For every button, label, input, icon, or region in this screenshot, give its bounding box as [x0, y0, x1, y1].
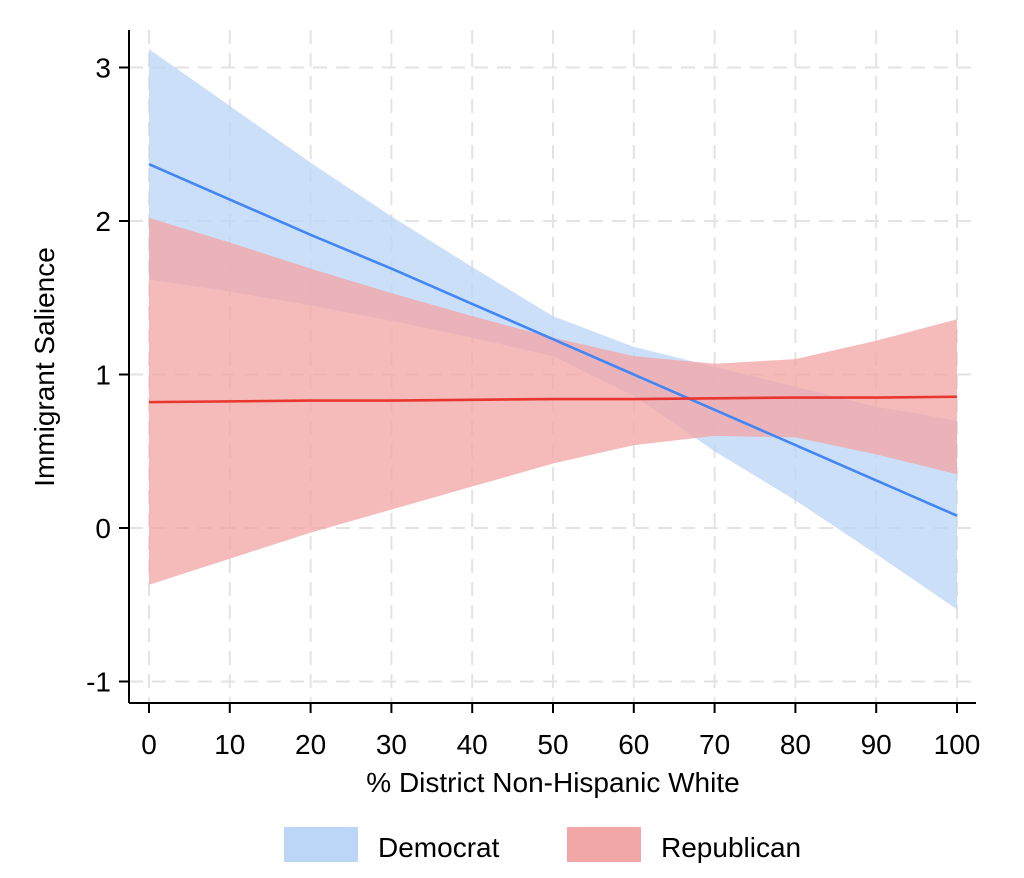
legend-label-republican: Republican [661, 832, 801, 863]
x-tick-label-0: 0 [141, 729, 157, 760]
x-tick-label-20: 20 [295, 729, 326, 760]
y-tick-label-1: 1 [95, 360, 111, 391]
y-tick-label--1: -1 [86, 667, 111, 698]
confidence-bands [149, 49, 957, 610]
legend-swatch-democrat [284, 827, 358, 862]
series-lines [148, 163, 958, 517]
legend-label-democrat: Democrat [378, 832, 500, 863]
ticks: 0 10 20 30 40 50 60 70 80 90 100 -1 0 1 2 3 [86, 53, 980, 761]
x-tick-label-60: 60 [618, 729, 649, 760]
y-tick-label-0: 0 [95, 513, 111, 544]
confidence-band-republican [149, 217, 957, 585]
confidence-band-democrat [149, 49, 957, 610]
x-tick-label-30: 30 [376, 729, 407, 760]
legend: Democrat Republican [284, 827, 801, 863]
x-tick-label-80: 80 [780, 729, 811, 760]
y-axis-label: Immigrant Salience [29, 247, 60, 487]
x-axis-label: % District Non-Hispanic White [366, 767, 739, 798]
x-tick-label-40: 40 [457, 729, 488, 760]
x-tick-label-10: 10 [214, 729, 245, 760]
x-tick-label-50: 50 [537, 729, 568, 760]
y-tick-label-2: 2 [95, 206, 111, 237]
x-tick-label-90: 90 [861, 729, 892, 760]
series-line-republican [148, 395, 958, 404]
series-line-democrat [148, 163, 958, 517]
x-tick-label-100: 100 [934, 729, 981, 760]
legend-swatch-republican [567, 827, 641, 862]
y-tick-label-3: 3 [95, 53, 111, 84]
x-tick-label-70: 70 [699, 729, 730, 760]
